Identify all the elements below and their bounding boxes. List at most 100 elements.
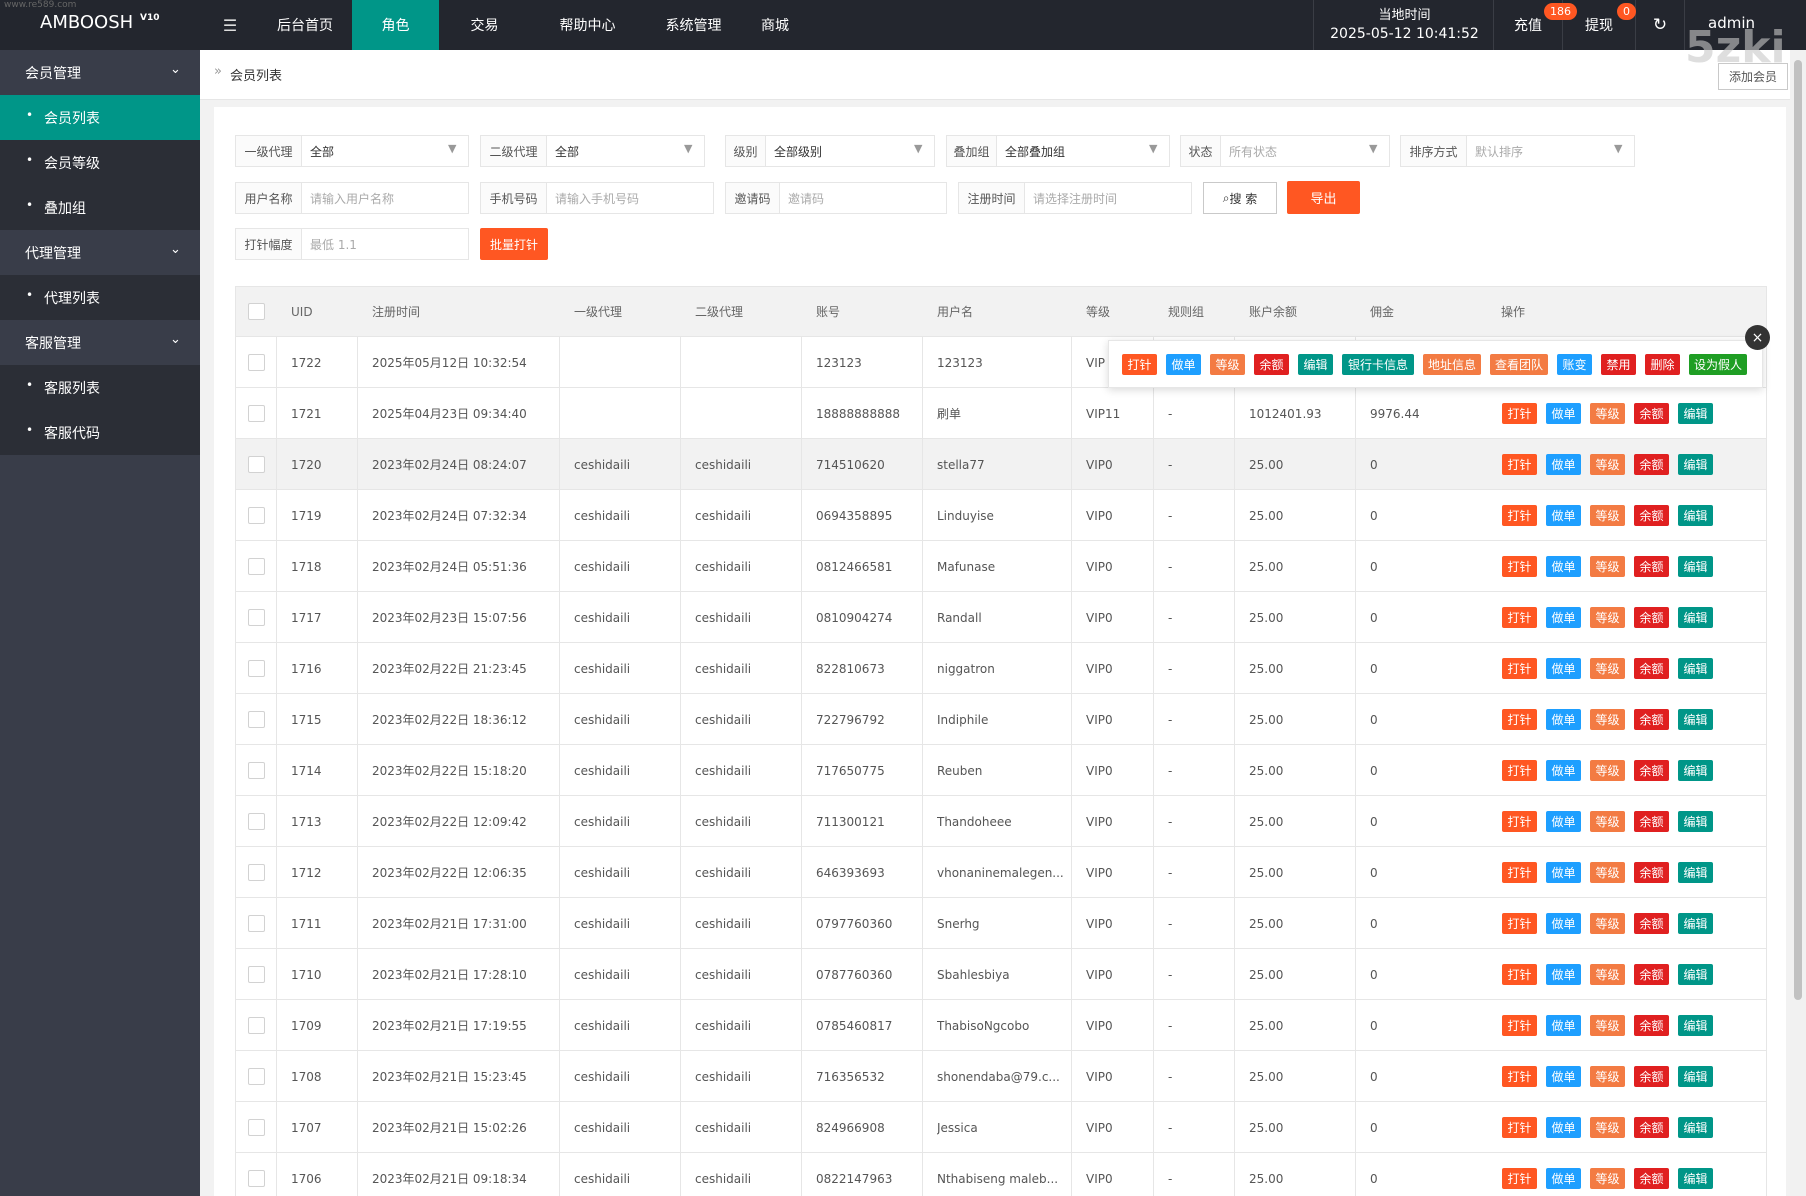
popup-action-button[interactable]: 删除 (1645, 354, 1680, 375)
checkbox[interactable] (248, 303, 265, 320)
action-button[interactable]: 编辑 (1678, 1168, 1713, 1189)
checkbox[interactable] (248, 1017, 265, 1034)
action-button[interactable]: 等级 (1590, 811, 1625, 832)
action-button[interactable]: 打针 (1502, 811, 1537, 832)
nav-item[interactable]: 商城 (761, 18, 789, 34)
search-button[interactable]: ⌕ 搜 索 (1203, 182, 1277, 214)
scrollbar-thumb[interactable] (1794, 60, 1802, 1000)
action-button[interactable]: 余额 (1634, 811, 1669, 832)
add-button[interactable]: 添加会员 (1718, 63, 1788, 90)
action-button[interactable]: 等级 (1590, 556, 1625, 577)
action-button[interactable]: 等级 (1590, 913, 1625, 934)
action-button[interactable]: 做单 (1546, 505, 1581, 526)
action-button[interactable]: 打针 (1502, 862, 1537, 883)
action-button[interactable]: 打针 (1502, 505, 1537, 526)
action-button[interactable]: 编辑 (1678, 556, 1713, 577)
action-button[interactable]: 做单 (1546, 811, 1581, 832)
action-button[interactable]: 编辑 (1678, 862, 1713, 883)
action-button[interactable]: 编辑 (1678, 811, 1713, 832)
action-button[interactable]: 打针 (1502, 556, 1537, 577)
checkbox[interactable] (248, 1170, 265, 1187)
action-button[interactable]: 余额 (1634, 403, 1669, 424)
action-button[interactable]: 打针 (1502, 709, 1537, 730)
filter-select[interactable]: 状态 所有状态 ▼ (1180, 135, 1390, 167)
action-button[interactable]: 余额 (1634, 607, 1669, 628)
action-button[interactable]: 编辑 (1678, 1066, 1713, 1087)
action-button[interactable]: 等级 (1590, 1066, 1625, 1087)
nav-item[interactable]: 交易 (470, 18, 499, 34)
popup-action-button[interactable]: 打针 (1122, 354, 1157, 375)
popup-action-button[interactable]: 账变 (1557, 354, 1592, 375)
action-button[interactable]: 做单 (1546, 1066, 1581, 1087)
action-button[interactable]: 编辑 (1678, 658, 1713, 679)
action-button[interactable]: 等级 (1590, 964, 1625, 985)
action-button[interactable]: 做单 (1546, 760, 1581, 781)
action-button[interactable]: 编辑 (1678, 709, 1713, 730)
refresh[interactable]: ↻ (1636, 0, 1685, 50)
action-button[interactable]: 打针 (1502, 607, 1537, 628)
checkbox[interactable] (248, 966, 265, 983)
batch-button[interactable]: 批量打针 (480, 228, 548, 260)
action-button[interactable]: 做单 (1546, 658, 1581, 679)
sidebar-item[interactable]: 会员列表 • (0, 95, 200, 140)
filter-input[interactable]: 打针幅度 最低 1.1 (235, 228, 469, 260)
action-button[interactable]: 做单 (1546, 556, 1581, 577)
action-button[interactable]: 打针 (1502, 1066, 1537, 1087)
sidebar-item[interactable]: 客服代码 • (0, 410, 200, 455)
filter-select[interactable]: 排序方式 默认排序 ▼ (1400, 135, 1635, 167)
action-button[interactable]: 余额 (1634, 658, 1669, 679)
filter-select[interactable]: 叠加组 全部叠加组 ▼ (946, 135, 1170, 167)
filter-input[interactable]: 邀请码 邀请码 (725, 182, 947, 214)
action-button[interactable]: 打针 (1502, 454, 1537, 475)
action-button[interactable]: 余额 (1634, 964, 1669, 985)
checkbox[interactable] (248, 456, 265, 473)
sidebar-item[interactable]: 代理管理 ⌄ (0, 230, 200, 275)
action-button[interactable]: 编辑 (1678, 913, 1713, 934)
action-button[interactable]: 打针 (1502, 1168, 1537, 1189)
action-button[interactable]: 余额 (1634, 709, 1669, 730)
action-button[interactable]: 编辑 (1678, 403, 1713, 424)
popup-action-button[interactable]: 编辑 (1298, 354, 1333, 375)
checkbox[interactable] (248, 660, 265, 677)
checkbox[interactable] (248, 1068, 265, 1085)
action-button[interactable]: 等级 (1590, 862, 1625, 883)
action-button[interactable]: 余额 (1634, 1117, 1669, 1138)
action-button[interactable]: 编辑 (1678, 505, 1713, 526)
action-button[interactable]: 编辑 (1678, 1117, 1713, 1138)
action-button[interactable]: 做单 (1546, 454, 1581, 475)
filter-select[interactable]: 级别 全部级别 ▼ (725, 135, 935, 167)
action-button[interactable]: 打针 (1502, 658, 1537, 679)
nav-item[interactable]: 角色 (352, 0, 439, 50)
action-button[interactable]: 余额 (1634, 1066, 1669, 1087)
action-button[interactable]: 余额 (1634, 505, 1669, 526)
export-button[interactable]: 导出 (1287, 181, 1360, 214)
filter-select[interactable]: 二级代理 全部 ▼ (480, 135, 705, 167)
checkbox[interactable] (248, 762, 265, 779)
action-button[interactable]: 编辑 (1678, 607, 1713, 628)
menu-toggle[interactable]: ☰ (222, 15, 238, 35)
sidebar-item[interactable]: 会员管理 ⌄ (0, 50, 200, 95)
action-button[interactable]: 等级 (1590, 454, 1625, 475)
popup-action-button[interactable]: 设为假人 (1689, 354, 1747, 375)
popup-action-button[interactable]: 等级 (1210, 354, 1245, 375)
action-button[interactable]: 等级 (1590, 607, 1625, 628)
popup-close[interactable]: × (1745, 325, 1770, 350)
action-button[interactable]: 余额 (1634, 1168, 1669, 1189)
checkbox[interactable] (248, 1119, 265, 1136)
user-menu[interactable]: admin (1708, 14, 1755, 32)
recharge[interactable]: 充值 (1494, 0, 1563, 50)
sidebar-item[interactable]: 客服列表 • (0, 365, 200, 410)
action-button[interactable]: 余额 (1634, 913, 1669, 934)
action-button[interactable]: 打针 (1502, 964, 1537, 985)
filter-input[interactable]: 手机号码 请输入手机号码 (480, 182, 714, 214)
popup-action-button[interactable]: 禁用 (1601, 354, 1636, 375)
action-button[interactable]: 等级 (1590, 505, 1625, 526)
action-button[interactable]: 等级 (1590, 1117, 1625, 1138)
action-button[interactable]: 做单 (1546, 1015, 1581, 1036)
checkbox[interactable] (248, 405, 265, 422)
filter-input[interactable]: 用户名称 请输入用户名称 (235, 182, 469, 214)
nav-item[interactable]: 帮助中心 (559, 18, 616, 34)
action-button[interactable]: 打针 (1502, 913, 1537, 934)
checkbox[interactable] (248, 354, 265, 371)
action-button[interactable]: 余额 (1634, 556, 1669, 577)
